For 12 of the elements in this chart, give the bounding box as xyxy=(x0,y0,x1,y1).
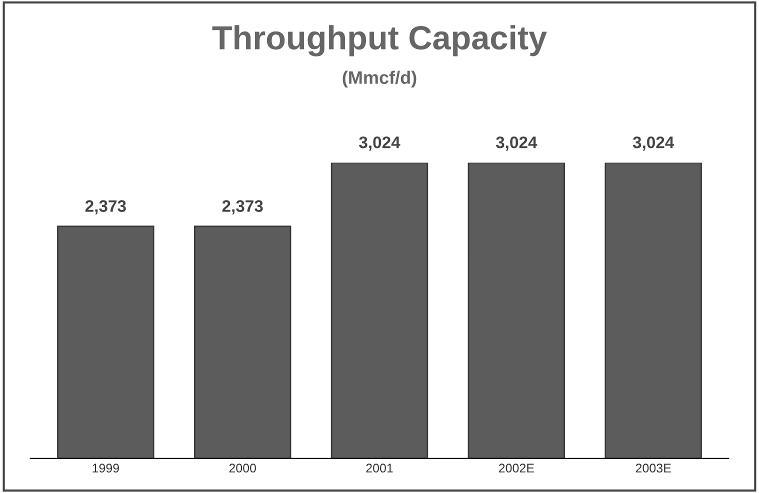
x-tick-label: 2003E xyxy=(636,464,671,473)
data-label: 2,373 xyxy=(85,200,126,214)
chart-subtitle: (Mmcf/d) xyxy=(342,70,416,88)
data-label: 3,024 xyxy=(496,136,538,151)
x-tick-label: 2000 xyxy=(229,464,256,473)
chart-title: Throughput Capacity xyxy=(212,25,547,56)
data-label: 3,024 xyxy=(632,136,674,151)
data-label: 3,024 xyxy=(359,136,400,151)
x-tick-label: 2002E xyxy=(498,464,534,473)
x-tick-label: 1999 xyxy=(92,464,119,473)
x-tick-label: 2001 xyxy=(366,464,393,473)
data-label: 2,373 xyxy=(222,200,263,214)
